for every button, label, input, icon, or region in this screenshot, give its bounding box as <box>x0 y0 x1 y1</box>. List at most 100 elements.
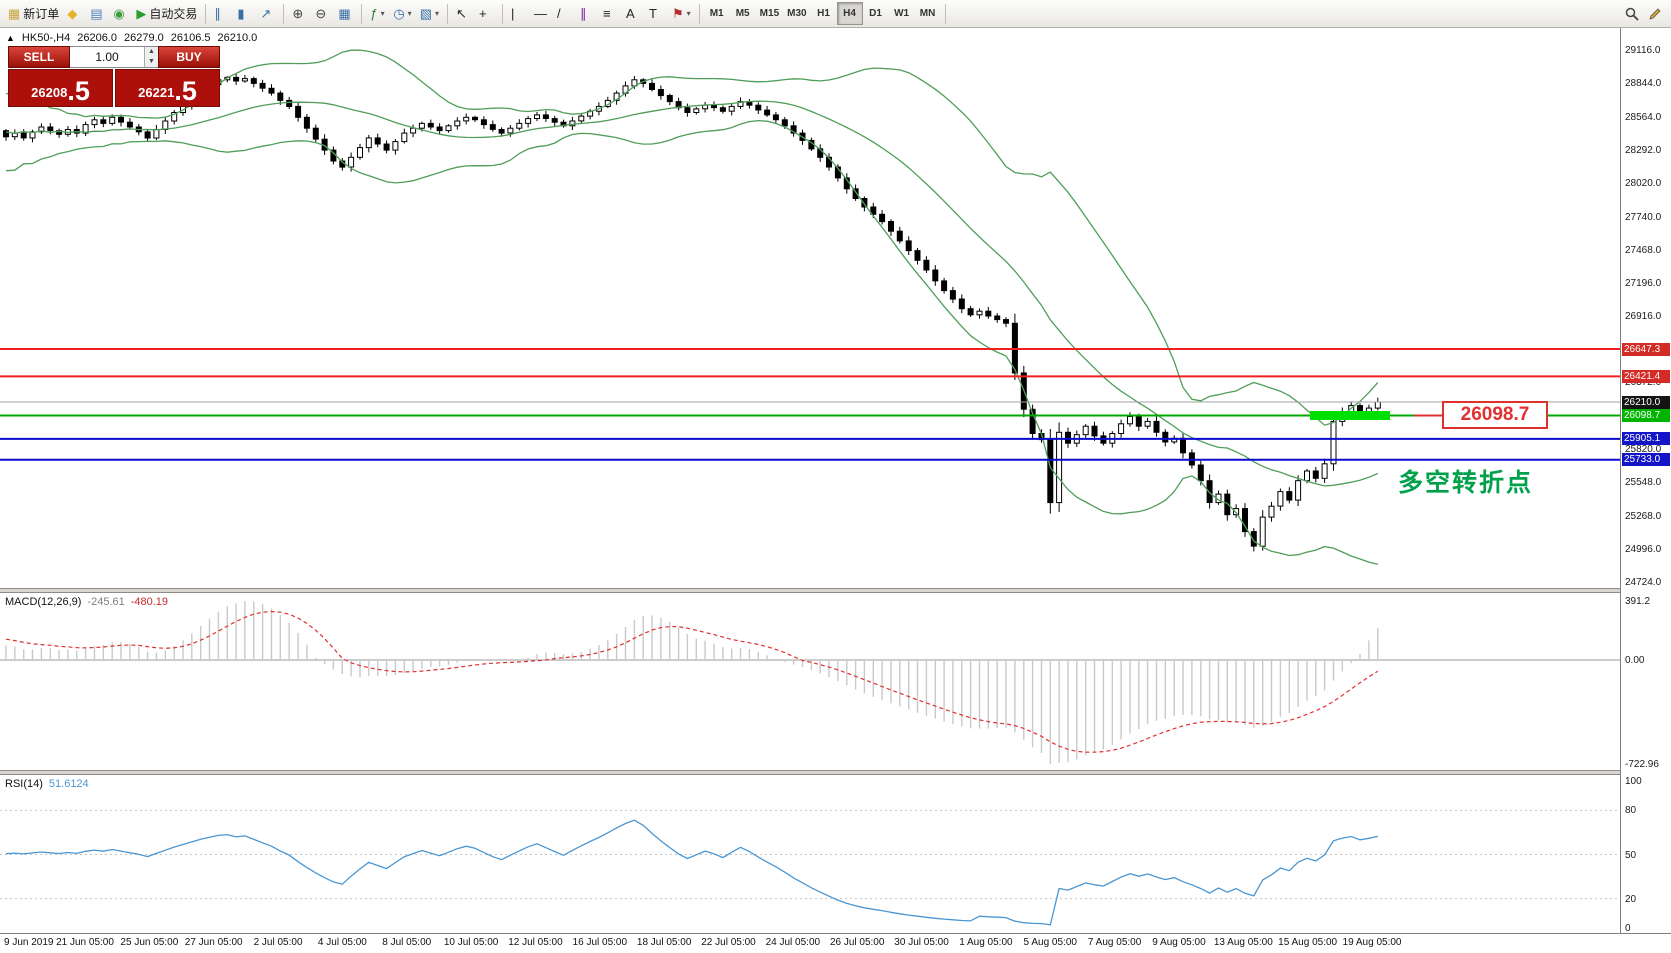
indicators-button[interactable]: ƒ ▾ <box>366 2 389 25</box>
ohlc-close: 26210.0 <box>217 32 258 44</box>
price-tick-label: 28292.0 <box>1625 144 1662 156</box>
channel-button[interactable]: ∥ <box>576 2 599 25</box>
horizontal-level-lines[interactable] <box>0 348 1620 461</box>
fibonacci-icon: ≡ <box>603 6 611 21</box>
price-line-label: 25905.1 <box>1622 432 1670 446</box>
zoom-in-button[interactable]: ⊕ <box>288 2 311 25</box>
bollinger-bands <box>5 49 1379 565</box>
clock-icon: ◷ <box>393 6 405 21</box>
panel-divider[interactable] <box>0 588 1671 593</box>
toolbar-separator <box>205 3 207 24</box>
timeframe-h1-button[interactable]: H1 <box>811 2 837 25</box>
time-axis-label: 7 Aug 05:00 <box>1087 937 1142 948</box>
toolbar-separator <box>944 3 946 24</box>
price-tick-label: 25548.0 <box>1625 477 1662 489</box>
one-click-collapse-icon[interactable]: ▲ <box>6 33 15 43</box>
rsi-label: RSI(14) 51.6124 <box>5 778 89 790</box>
panel-divider[interactable] <box>0 770 1671 775</box>
template-icon: ▧ <box>419 6 432 21</box>
zoom-in-icon: ⊕ <box>292 6 304 21</box>
indicators-icon: ƒ <box>370 6 378 21</box>
bar-chart-button[interactable]: ∥ <box>210 2 233 25</box>
annotation-text[interactable]: 多空转折点 <box>1398 469 1534 497</box>
time-axis-label: 13 Aug 05:00 <box>1213 937 1273 948</box>
time-axis-label: 4 Jul 05:00 <box>317 937 367 948</box>
chart-properties-button[interactable] <box>1644 2 1667 25</box>
volume-decrease-button[interactable]: ▼ <box>145 57 158 67</box>
buy-price-main: 26221 <box>138 85 175 100</box>
mailbox-button[interactable]: ▤ <box>86 2 109 25</box>
time-axis-label: 1 Aug 05:00 <box>959 937 1013 948</box>
fibonacci-button[interactable]: ≡ <box>599 2 622 25</box>
time-axis[interactable]: 9 Jun 2019 21 Jun 05:00 25 Jun 05:00 27 Jun… <box>0 933 1671 953</box>
time-axis-label: 2 Jul 05:00 <box>253 937 303 948</box>
price-line-label: 26098.7 <box>1622 408 1670 422</box>
templates-button[interactable]: ▧ ▾ <box>416 2 443 25</box>
vertical-line-icon: | <box>511 6 515 21</box>
rsi-axis-label: 80 <box>1625 805 1637 817</box>
text-button[interactable]: A <box>622 2 645 25</box>
periods-button[interactable]: ◷ ▾ <box>389 2 415 25</box>
price-tick-label: 24724.0 <box>1625 577 1662 588</box>
timeframe-mn-button[interactable]: MN <box>915 2 941 25</box>
candlestick-chart[interactable] <box>0 28 1620 588</box>
timeframe-m30-button[interactable]: M30 <box>783 2 810 25</box>
volume-value[interactable]: 1.00 <box>95 50 119 64</box>
line-chart-button[interactable]: ↗ <box>256 2 279 25</box>
macd-label: MACD(12,26,9) -245.61 -480.19 <box>5 596 168 608</box>
price-tick-label: 29116.0 <box>1625 45 1661 56</box>
macd-histogram <box>5 601 1379 764</box>
macd-main-value: -245.61 <box>87 596 125 608</box>
macd-indicator[interactable] <box>0 593 1620 770</box>
candlestick-chart-button[interactable]: ▮ <box>233 2 256 25</box>
ohlc-low: 26106.5 <box>170 32 211 44</box>
timeframe-w1-button[interactable]: W1 <box>889 2 915 25</box>
text-label-button[interactable]: T <box>645 2 668 25</box>
symbol-search-button[interactable] <box>1621 2 1644 25</box>
zoom-out-button[interactable]: ⊖ <box>311 2 334 25</box>
price-tick-label: 28020.0 <box>1625 177 1662 189</box>
play-icon: ▶ <box>136 6 147 21</box>
buy-price[interactable]: 26221.5 <box>115 69 220 107</box>
timeframe-d1-button[interactable]: D1 <box>863 2 889 25</box>
crosshair-button[interactable]: + <box>475 2 498 25</box>
horizontal-line-button[interactable]: — <box>530 2 553 25</box>
price-tick-label: 24996.0 <box>1625 544 1662 556</box>
rsi-indicator[interactable] <box>0 775 1620 933</box>
new-order-button[interactable]: ▦ 新订单 <box>4 2 63 25</box>
tile-windows-button[interactable]: ▦ <box>334 2 357 25</box>
price-axis[interactable]: 29116.0 28844.0 28564.0 28292.0 28020.0 27740… <box>1620 28 1671 934</box>
sell-price[interactable]: 26208.5 <box>8 69 113 107</box>
ohlc-high: 26279.0 <box>123 32 164 44</box>
volume-field[interactable]: 1.00 ▲ ▼ <box>70 46 158 68</box>
timeframe-m1-button[interactable]: M1 <box>704 2 730 25</box>
price-callout[interactable]: 26098.7 <box>1442 401 1548 429</box>
one-click-trading-panel: SELL 1.00 ▲ ▼ BUY 26208.5 26221.5 <box>8 46 220 107</box>
vertical-line-button[interactable]: | <box>507 2 530 25</box>
cursor-button[interactable]: ↖ <box>452 2 475 25</box>
time-axis-label: 25 Jun 05:00 <box>120 937 179 948</box>
price-tick-label: 28844.0 <box>1625 77 1662 89</box>
timeframe-h4-button[interactable]: H4 <box>836 2 863 25</box>
price-tick-label: 25268.0 <box>1625 511 1662 523</box>
volume-increase-button[interactable]: ▲ <box>145 47 158 57</box>
community-button[interactable]: ◉ <box>109 2 132 25</box>
timeframe-m5-button[interactable]: M5 <box>730 2 756 25</box>
sell-button[interactable]: SELL <box>8 46 70 68</box>
time-axis-label: 26 Jul 05:00 <box>829 937 885 948</box>
dropdown-caret-icon: ▾ <box>380 9 385 18</box>
macd-axis-label: -722.96 <box>1625 759 1659 770</box>
ohlc-open: 26206.0 <box>77 32 117 44</box>
price-tick-label: 27468.0 <box>1625 244 1662 256</box>
autotrading-button[interactable]: ▶ 自动交易 <box>132 2 201 25</box>
arrows-button[interactable]: ⚑ ▾ <box>668 2 695 25</box>
trendline-button[interactable]: / <box>553 2 576 25</box>
time-axis-label: 22 Jul 05:00 <box>701 937 756 948</box>
level-highlight-segment[interactable] <box>1310 411 1390 420</box>
buy-button[interactable]: BUY <box>158 46 220 68</box>
timeframe-m15-button[interactable]: M15 <box>756 2 783 25</box>
bar-chart-icon: ∥ <box>214 6 221 21</box>
alerts-button[interactable]: ◆ <box>63 2 86 25</box>
price-tick-label: 26916.0 <box>1625 311 1662 323</box>
price-tick-label: 28564.0 <box>1625 111 1662 123</box>
